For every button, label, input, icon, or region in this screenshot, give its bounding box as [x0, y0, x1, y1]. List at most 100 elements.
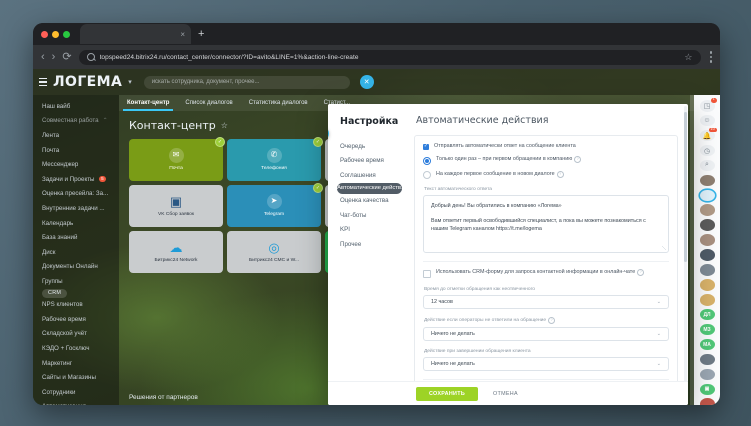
radio-each-row[interactable]: На каждое первое сообщение в новом диало…	[423, 170, 669, 180]
auto-reply-row[interactable]: ✓ Отправлять автоматически ответ на сооб…	[423, 143, 669, 150]
favorite-star-icon[interactable]: ☆	[220, 121, 228, 130]
select-1[interactable]: Ничего не делать ⌄	[423, 327, 669, 342]
modal-scrollbar[interactable]	[684, 106, 687, 381]
avatar[interactable]	[699, 398, 715, 405]
avatar[interactable]	[699, 174, 715, 187]
sidebar-item-11[interactable]: Документы Онлайн	[33, 260, 119, 275]
sidebar-item-21[interactable]: Автоматизация	[33, 400, 119, 405]
modal-nav-item-4[interactable]: Оценка качества	[340, 197, 389, 205]
cancel-button[interactable]: ОТМЕНА	[487, 390, 524, 398]
auto-reply-checkbox[interactable]: ✓	[423, 143, 429, 150]
avatar[interactable]: ДЛ	[699, 308, 715, 321]
tab-1[interactable]: Список диалогов	[185, 100, 233, 106]
modal-nav-item-2[interactable]: Соглашения	[340, 171, 376, 179]
avatar[interactable]	[699, 353, 715, 366]
help-icon[interactable]: ?	[548, 317, 556, 325]
sidebar-item-1[interactable]: Совместная работа ⌃	[33, 114, 119, 129]
tab-2[interactable]: Статистика диалогов	[248, 100, 308, 106]
connector-tile[interactable]: ◎ Битрикс24 СМС и W...	[227, 231, 321, 273]
tab-close-icon[interactable]: ×	[180, 29, 185, 39]
connector-tile[interactable]: ➤ Telegram ✓	[227, 183, 323, 227]
rail-icon-3[interactable]: ◷	[699, 144, 715, 157]
sidebar-item-15[interactable]: Рабочее время	[33, 312, 119, 327]
rail-icon-1[interactable]: ☺	[699, 114, 715, 127]
rail-icon-4[interactable]: ⌕	[699, 159, 715, 172]
new-tab-icon[interactable]: +	[198, 27, 205, 40]
chevron-up-icon[interactable]: ⌃	[102, 117, 108, 125]
bookmark-icon[interactable]: ☆	[684, 51, 693, 62]
connector-tile[interactable]: ▣ VK Сбор заявок	[129, 185, 223, 227]
connector-tile[interactable]: ✉ Почта ✓	[129, 137, 225, 181]
sidebar-item-16[interactable]: Складской учёт	[33, 327, 119, 342]
sidebar-item-14[interactable]: NPS клиентов	[33, 298, 119, 313]
select-0[interactable]: 12 часов ⌄	[423, 295, 669, 310]
page-scrollbar[interactable]	[690, 95, 694, 405]
window-controls[interactable]	[41, 30, 70, 38]
modal-nav-item-1[interactable]: Рабочее время	[340, 157, 384, 165]
avatar[interactable]	[699, 234, 715, 246]
menu-burger-icon[interactable]	[39, 78, 47, 86]
header-action-button[interactable]: ✕	[359, 75, 374, 89]
forward-icon[interactable]: ›	[51, 50, 56, 63]
sidebar-item-4[interactable]: Мессенджер	[33, 157, 119, 172]
avatar[interactable]: ▣	[699, 383, 715, 396]
maximize-window-button[interactable]	[63, 30, 70, 38]
avatar[interactable]	[699, 279, 715, 291]
avatar[interactable]	[699, 204, 715, 216]
sidebar-item-6[interactable]: Оценка пресейла: За...	[33, 187, 119, 202]
select-2[interactable]: Ничего не делать ⌄	[423, 357, 669, 372]
sidebar-item-18[interactable]: Маркетинг	[33, 356, 119, 371]
tab-0[interactable]: Контакт-центр	[122, 95, 174, 111]
sidebar-item-7[interactable]: Внутренние задачи ...	[33, 201, 119, 216]
radio-once[interactable]	[423, 156, 431, 165]
minimize-window-button[interactable]	[52, 30, 59, 38]
global-search-input[interactable]: искать сотрудника, документ, прочее...	[143, 75, 350, 89]
avatar[interactable]	[699, 189, 715, 202]
avatar[interactable]	[699, 368, 715, 381]
sidebar-item-12[interactable]: Группы	[33, 274, 119, 289]
modal-nav-item-0[interactable]: Очередь	[340, 142, 366, 150]
avatar[interactable]: МЗ	[699, 323, 715, 336]
help-icon[interactable]: ?	[574, 156, 582, 164]
sidebar-item-10[interactable]: Диск	[33, 245, 119, 260]
crm-form-row[interactable]: Использовать CRM-форму для запроса конта…	[423, 269, 669, 279]
auto-reply-textarea[interactable]: Добрый день! Вы обратились в компанию «Л…	[423, 195, 669, 254]
sidebar-item-5[interactable]: Задачи и Проекты 5	[33, 172, 119, 187]
rail-icon-0[interactable]: ◳ 1	[699, 98, 717, 112]
sidebar-item-17[interactable]: КЭДО + Госключ	[33, 341, 119, 356]
avatar[interactable]: МА	[699, 338, 715, 351]
address-bar[interactable]: topspeed24.bitrix24.ru/contact_center/co…	[78, 49, 701, 65]
back-icon[interactable]: ‹	[41, 50, 45, 63]
browser-tab[interactable]: ×	[80, 24, 191, 44]
connector-tile[interactable]: ✆ Телефония ✓	[227, 137, 323, 181]
resize-handle-icon[interactable]	[662, 246, 666, 251]
reload-icon[interactable]: ⟳	[62, 50, 72, 63]
rail-icon-2[interactable]: 🔔 10	[699, 127, 717, 142]
sidebar-item-19[interactable]: Сайты и Магазины	[33, 370, 119, 385]
chevron-down-icon[interactable]: ▾	[128, 79, 132, 86]
sidebar-item-8[interactable]: Календарь	[33, 216, 119, 231]
browser-menu-icon[interactable]	[708, 51, 712, 63]
modal-nav-item-5[interactable]: Чат-боты	[340, 211, 367, 219]
avatar[interactable]	[699, 249, 715, 261]
close-icon[interactable]: ✕	[328, 126, 329, 141]
help-icon[interactable]: ?	[556, 170, 564, 178]
sidebar-item-0[interactable]: Наш вайб	[33, 99, 119, 114]
sidebar-item-2[interactable]: Лента	[33, 128, 119, 143]
radio-each[interactable]	[423, 171, 431, 180]
sidebar-item-20[interactable]: Сотрудники	[33, 385, 119, 400]
radio-once-row[interactable]: Только один раз – при первом обращении в…	[423, 156, 669, 165]
avatar[interactable]	[699, 293, 715, 306]
sidebar-item-9[interactable]: База знаний	[33, 230, 119, 245]
modal-nav-item-6[interactable]: KPI	[340, 226, 350, 234]
crm-form-checkbox[interactable]	[423, 270, 431, 279]
help-icon[interactable]: ?	[637, 269, 645, 277]
connector-tile[interactable]: ☁ Битрикс24 Network	[129, 231, 223, 273]
save-button[interactable]: СОХРАНИТЬ	[416, 386, 478, 401]
modal-nav-item-7[interactable]: Прочее	[340, 240, 362, 248]
sidebar-item-13[interactable]: CRM	[42, 288, 68, 298]
avatar[interactable]	[699, 264, 715, 276]
tab-3[interactable]: Статист...	[323, 100, 350, 106]
avatar[interactable]	[699, 219, 715, 231]
modal-nav-item-3[interactable]: Автоматические действ...	[337, 182, 402, 194]
